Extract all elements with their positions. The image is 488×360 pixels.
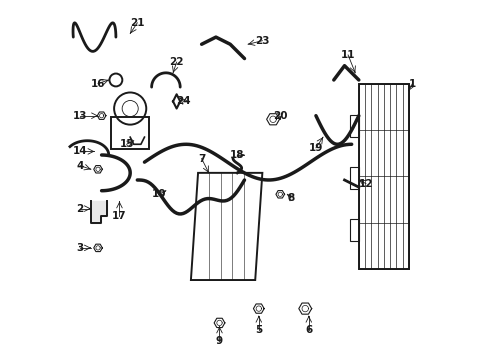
Text: 1: 1	[408, 78, 415, 89]
Bar	[349, 219, 358, 242]
Text: 19: 19	[308, 143, 323, 153]
Polygon shape	[298, 303, 311, 314]
Text: 23: 23	[255, 36, 269, 46]
Polygon shape	[94, 166, 102, 173]
Text: 7: 7	[198, 154, 205, 163]
Text: 24: 24	[176, 96, 191, 107]
Text: 2: 2	[77, 203, 83, 213]
Bar	[349, 115, 358, 138]
Text: 17: 17	[112, 211, 126, 221]
Text: 8: 8	[287, 193, 294, 203]
Text: 22: 22	[169, 57, 183, 67]
Text: 5: 5	[255, 325, 262, 335]
Polygon shape	[266, 114, 279, 125]
Polygon shape	[91, 202, 107, 223]
Polygon shape	[275, 190, 284, 198]
Text: 18: 18	[230, 150, 244, 160]
Text: 14: 14	[73, 147, 87, 157]
Polygon shape	[97, 112, 106, 120]
Text: 16: 16	[91, 78, 105, 89]
Text: 21: 21	[130, 18, 144, 28]
Text: 13: 13	[73, 111, 87, 121]
Text: 10: 10	[151, 189, 166, 199]
Bar	[358, 84, 408, 269]
Text: 20: 20	[272, 111, 287, 121]
Bar	[111, 117, 149, 149]
Polygon shape	[94, 244, 102, 252]
Text: 4: 4	[76, 161, 84, 171]
Bar	[349, 167, 358, 189]
Text: 6: 6	[305, 325, 312, 335]
Text: 15: 15	[119, 139, 134, 149]
Text: 12: 12	[358, 179, 372, 189]
Polygon shape	[253, 304, 264, 313]
Polygon shape	[214, 318, 224, 328]
Text: 3: 3	[77, 243, 83, 253]
Text: 9: 9	[216, 336, 223, 346]
Text: 11: 11	[340, 50, 355, 60]
